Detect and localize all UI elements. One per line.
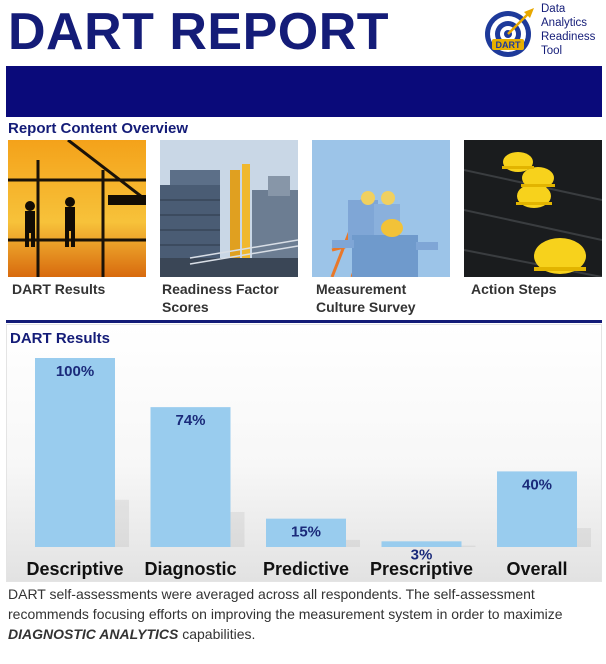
- section-divider: [6, 320, 602, 323]
- label-line: Action Steps: [471, 281, 557, 297]
- logo-caption-line: Data: [541, 3, 566, 15]
- logo-caption-line: Readiness: [541, 31, 596, 43]
- data-label-predictive: 15%: [291, 524, 321, 541]
- overview-label-readiness-factor-scores: Readiness Factor Scores: [162, 280, 307, 316]
- logo-caption-line: Analytics: [541, 17, 588, 29]
- logo-caption: Data Analytics Readiness Tool: [541, 2, 603, 58]
- label-line: Scores: [162, 299, 209, 315]
- overview-title: Report Content Overview: [8, 120, 189, 137]
- category-label-diagnostic: Diagnostic: [144, 559, 236, 579]
- label-line: Readiness Factor: [162, 281, 279, 297]
- bar-descriptive: [35, 358, 115, 547]
- category-label-descriptive: Descriptive: [26, 559, 123, 579]
- construction-workers-sunset-image: [8, 140, 146, 277]
- bar-overall: [497, 471, 577, 547]
- overview-label-dart-results: DART Results: [12, 280, 157, 298]
- label-line: Measurement: [316, 281, 407, 297]
- logo-badge-box: [492, 39, 524, 50]
- dart-flight: [524, 8, 534, 18]
- results-bar-chart: 100% Descriptive 74% Diagnostic 15% Predictiv…: [26, 358, 591, 579]
- category-label-overall: Overall: [506, 559, 567, 579]
- workers-hardhats-image: [312, 140, 450, 277]
- summary-emphasis: DIAGNOSTIC ANALYTICS: [8, 626, 179, 642]
- dart-target-logo: DART: [485, 8, 534, 57]
- label-line: Culture Survey: [316, 299, 416, 315]
- data-label-prescriptive: 3%: [411, 546, 433, 563]
- category-label-prescriptive: Prescriptive: [370, 559, 473, 579]
- data-label-overall: 40%: [522, 476, 552, 493]
- results-chart-panel: DART Results 100% Descriptive 74% Diagnosti…: [6, 324, 602, 582]
- overview-label-action-steps: Action Steps: [471, 280, 606, 298]
- label-line: DART Results: [12, 281, 106, 297]
- industrial-plant-image: [160, 140, 298, 277]
- results-title: DART Results: [10, 330, 111, 347]
- data-label-diagnostic: 74%: [175, 412, 205, 429]
- summary-text-part: capabilities.: [178, 626, 256, 642]
- logo-caption-line: Tool: [541, 45, 563, 57]
- report-title: DART REPORT: [8, 3, 390, 61]
- overview-label-measurement-culture-survey: Measurement Culture Survey: [316, 280, 461, 316]
- logo-badge-text: DART: [496, 40, 521, 50]
- bar-prescriptive: [381, 541, 462, 547]
- yellow-hardhats-image: [464, 140, 602, 277]
- header-band: [6, 66, 602, 117]
- bar-diagnostic: [150, 407, 231, 547]
- category-label-predictive: Predictive: [263, 559, 349, 579]
- summary-text-part: DART self-assessments were averaged acro…: [8, 586, 563, 622]
- bar-predictive: [266, 518, 346, 547]
- dart-shaft: [507, 13, 529, 35]
- data-label-descriptive: 100%: [56, 363, 94, 380]
- summary-text: DART self-assessments were averaged acro…: [8, 584, 602, 644]
